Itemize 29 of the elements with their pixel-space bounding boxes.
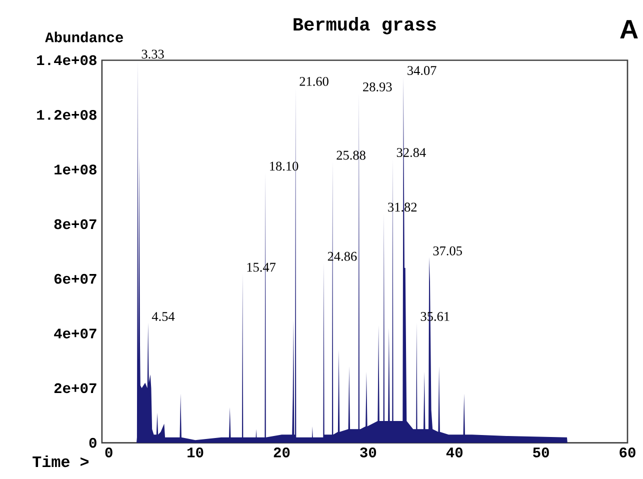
x-axis-title: Time > xyxy=(32,456,89,468)
annotation: 21.60 xyxy=(300,77,328,86)
y-tick-label: 6e+07 xyxy=(54,274,96,284)
x-tick-label: 10 xyxy=(188,448,204,458)
annotation: 4.54 xyxy=(152,312,175,322)
x-tick-label: 0 xyxy=(105,448,112,458)
y-tick-label: 1.2e+08 xyxy=(37,110,96,120)
y-tick-label: 0 xyxy=(89,438,96,448)
annotation: 32.84 xyxy=(396,148,426,158)
x-tick-label: 40 xyxy=(446,448,463,458)
annotation: 37.05 xyxy=(433,246,462,256)
y-axis-title: Abundance xyxy=(45,32,124,43)
y-tick-label: 1.4e+08 xyxy=(37,56,96,66)
annotation: 25.88 xyxy=(336,150,366,160)
text: A xyxy=(620,20,638,39)
x-tick-label: 30 xyxy=(360,448,376,458)
chart-title: Bermuda grass xyxy=(294,17,436,35)
annotation: 18.10 xyxy=(270,162,298,171)
y-tick-label: 1e+08 xyxy=(54,164,96,175)
x-tick-label: 20 xyxy=(274,448,290,458)
y-tick-label: 8e+07 xyxy=(54,219,96,230)
y-tick-label: 2e+07 xyxy=(54,383,96,394)
annotation: 34.07 xyxy=(408,66,436,76)
y-tick-label: 4e+07 xyxy=(54,328,96,339)
x-tick-label: 60 xyxy=(620,448,636,458)
annotation: 3.33 xyxy=(142,50,164,59)
annotation: 24.86 xyxy=(328,252,357,262)
x-tick-label: 50 xyxy=(533,448,549,458)
annotation: 28.93 xyxy=(363,82,392,92)
